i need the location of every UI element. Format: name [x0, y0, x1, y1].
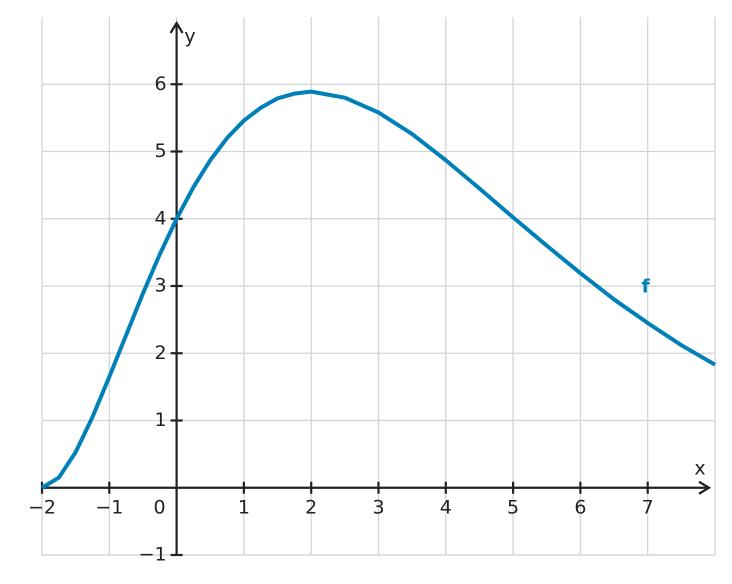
- y-axis-label: y: [184, 26, 195, 48]
- y-tick-label: −1: [139, 544, 167, 566]
- y-tick-label: 2: [155, 342, 167, 364]
- x-tick-label: 5: [507, 496, 519, 518]
- x-tick-label: −2: [28, 496, 56, 518]
- x-tick-label: 3: [372, 496, 384, 518]
- line-series: [40, 89, 717, 490]
- grid: [41, 17, 716, 556]
- y-tick-label: 5: [155, 140, 167, 162]
- x-tick-label: 7: [642, 496, 654, 518]
- y-tick-label: 6: [155, 73, 167, 95]
- x-tick-label: 4: [440, 496, 452, 518]
- y-tick-label: 1: [155, 409, 167, 431]
- x-tick-label: −1: [95, 496, 123, 518]
- x-tick-label: 2: [305, 496, 317, 518]
- x-tick-label: 6: [574, 496, 586, 518]
- x-axis-label: x: [694, 458, 705, 480]
- y-tick-label: 3: [155, 275, 167, 297]
- y-axis-arrow: [169, 20, 184, 34]
- x-axis-arrow: [698, 480, 712, 495]
- x-tick-label: 1: [238, 496, 250, 518]
- y-tick-label: 4: [155, 207, 167, 229]
- series-label: f: [642, 275, 651, 297]
- x-tick-label: 0: [154, 496, 166, 518]
